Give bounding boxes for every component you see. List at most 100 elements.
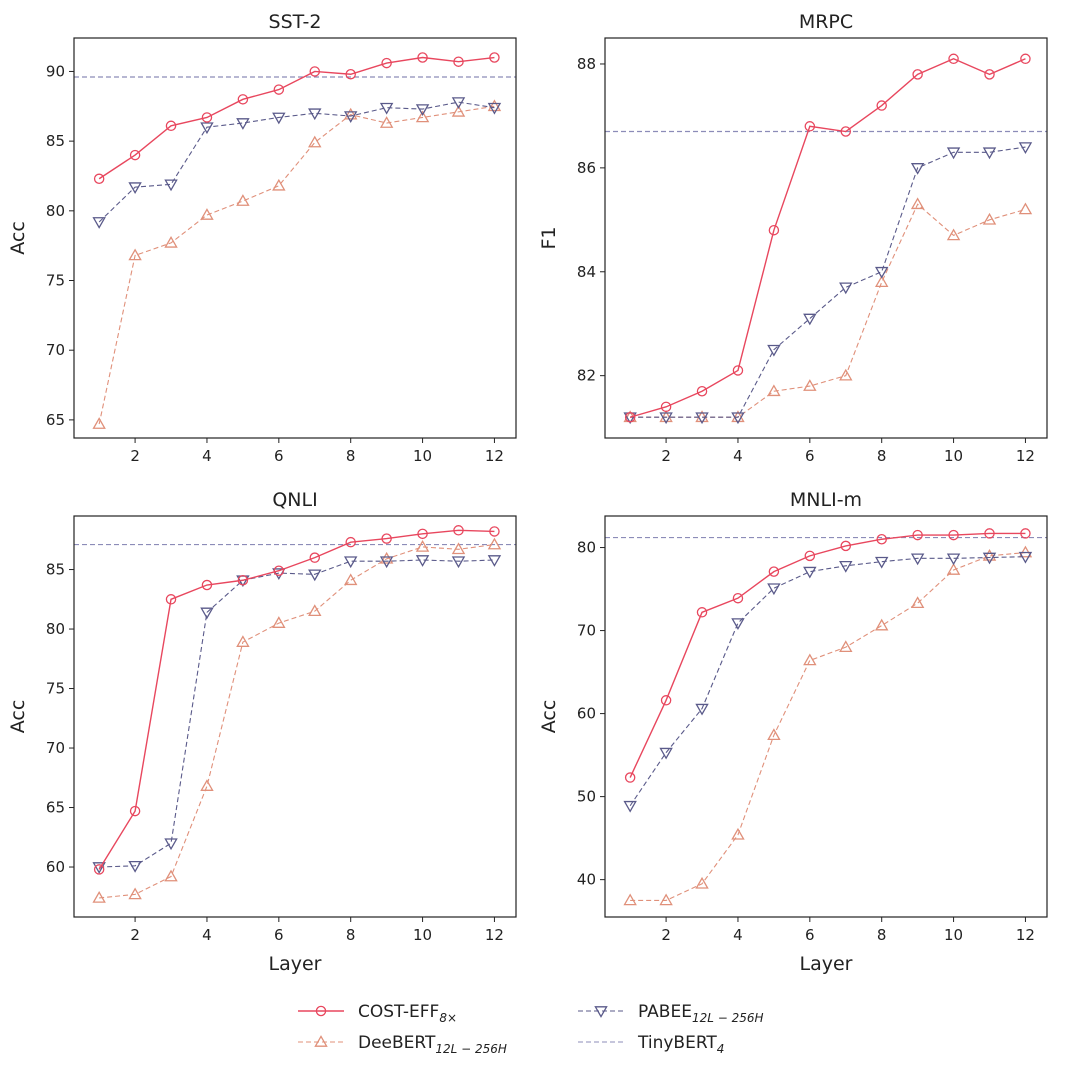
data-point-pabee xyxy=(379,556,394,569)
data-point-pabee xyxy=(451,97,466,110)
series-line-cost-eff xyxy=(98,56,495,180)
plot-frame xyxy=(604,515,1048,918)
data-point-deebert xyxy=(272,616,286,628)
data-point-deebert xyxy=(1018,202,1033,215)
data-point-deebert xyxy=(343,107,358,120)
x-tick-label: 4 xyxy=(733,926,743,944)
series-deebert xyxy=(92,99,502,429)
panel-title: SST-2 xyxy=(269,11,322,33)
legend: COST-EFF8× PABEE12L − 256H DeeBERT12L − 25… xyxy=(298,1002,764,1056)
data-point-cost-eff xyxy=(237,94,249,105)
series-deebert xyxy=(623,545,1033,906)
data-point-pabee xyxy=(910,553,925,566)
data-point-pabee xyxy=(695,412,709,425)
x-tick-label: 2 xyxy=(661,447,671,465)
data-point-pabee xyxy=(695,703,709,716)
x-tick-label: 6 xyxy=(805,447,815,465)
y-tick-label: 84 xyxy=(577,263,596,281)
x-tick-label: 10 xyxy=(413,926,432,944)
data-point-cost-eff xyxy=(732,365,744,376)
legend-label: TinyBERT4 xyxy=(637,1033,724,1056)
data-point-deebert xyxy=(200,208,214,220)
data-point-cost-eff xyxy=(804,550,816,562)
x-tick-label: 2 xyxy=(130,447,140,465)
plot-frame xyxy=(604,37,1048,439)
legend-marker xyxy=(594,1006,608,1018)
data-point-cost-eff xyxy=(984,69,995,80)
data-point-pabee xyxy=(379,102,394,115)
data-point-pabee xyxy=(308,108,322,121)
data-point-pabee xyxy=(839,282,853,295)
legend-item-pabee: PABEE12L − 256H xyxy=(578,1002,764,1025)
data-point-pabee xyxy=(308,569,322,582)
panel-title: MNLI-m xyxy=(790,489,862,511)
legend-label: PABEE12L − 256H xyxy=(638,1002,764,1025)
data-point-pabee xyxy=(767,583,781,596)
data-point-pabee xyxy=(659,412,673,425)
y-tick-label: 75 xyxy=(46,680,65,698)
data-point-pabee xyxy=(236,118,250,130)
data-point-cost-eff xyxy=(309,552,321,563)
data-point-cost-eff xyxy=(129,149,141,161)
data-point-deebert xyxy=(308,135,322,148)
data-point-pabee xyxy=(731,618,745,631)
data-point-cost-eff xyxy=(309,66,321,77)
data-point-deebert xyxy=(164,235,178,248)
data-point-cost-eff xyxy=(345,68,356,80)
data-point-pabee xyxy=(910,163,925,175)
data-point-pabee xyxy=(1018,142,1033,155)
data-point-deebert xyxy=(451,542,466,555)
data-point-cost-eff xyxy=(93,173,105,185)
data-point-cost-eff xyxy=(876,533,887,545)
data-point-cost-eff xyxy=(165,120,177,132)
y-tick-label: 88 xyxy=(577,55,596,73)
panel-mrpc: 2 4 6 8 10 12 82 84 86 88 MRPC F1 xyxy=(538,11,1048,465)
data-point-cost-eff xyxy=(201,112,213,123)
data-point-deebert xyxy=(910,596,925,609)
data-point-cost-eff xyxy=(129,805,141,817)
data-point-deebert xyxy=(982,548,997,561)
series-pabee xyxy=(92,97,502,229)
panel-title: MRPC xyxy=(799,11,853,33)
data-point-deebert xyxy=(200,779,214,791)
x-tick-label: 2 xyxy=(130,926,140,944)
data-point-deebert xyxy=(803,379,817,391)
data-point-pabee xyxy=(1018,551,1033,564)
data-point-pabee xyxy=(731,412,745,425)
y-tick-label: 60 xyxy=(46,858,65,876)
y-tick-label: 80 xyxy=(46,202,65,220)
data-point-deebert xyxy=(272,178,286,191)
data-point-pabee xyxy=(874,266,889,279)
data-point-deebert xyxy=(695,876,709,889)
y-tick-label: 60 xyxy=(577,705,596,723)
y-tick-label: 70 xyxy=(46,341,65,359)
y-tick-label: 86 xyxy=(577,159,596,177)
data-point-deebert xyxy=(236,194,250,206)
data-point-cost-eff xyxy=(624,411,636,423)
data-point-deebert xyxy=(128,248,142,261)
y-tick-label: 80 xyxy=(577,539,596,557)
panel-mnli-m: 2 4 6 8 10 12 40 50 60 70 80 MNLI-m Acc Layer xyxy=(538,489,1048,975)
data-point-pabee xyxy=(487,102,502,115)
data-point-cost-eff xyxy=(840,540,852,552)
series-line-pabee xyxy=(98,101,495,223)
data-point-deebert xyxy=(1018,545,1033,558)
y-axis-label: F1 xyxy=(538,226,560,249)
plot-frame xyxy=(73,515,517,918)
data-point-cost-eff xyxy=(660,695,672,706)
data-point-cost-eff xyxy=(273,565,285,576)
y-axis-label: Acc xyxy=(7,221,29,255)
data-point-pabee xyxy=(839,560,853,573)
series-line-deebert xyxy=(99,544,495,899)
data-point-deebert xyxy=(623,893,637,906)
data-point-deebert xyxy=(451,104,466,117)
data-point-cost-eff xyxy=(660,401,672,413)
plot-frame xyxy=(73,37,517,439)
data-point-cost-eff xyxy=(984,528,995,539)
data-point-deebert xyxy=(379,551,394,564)
legend-item-cost-eff: COST-EFF8× xyxy=(298,1002,457,1025)
data-point-cost-eff xyxy=(948,53,959,65)
data-point-cost-eff xyxy=(912,69,923,80)
